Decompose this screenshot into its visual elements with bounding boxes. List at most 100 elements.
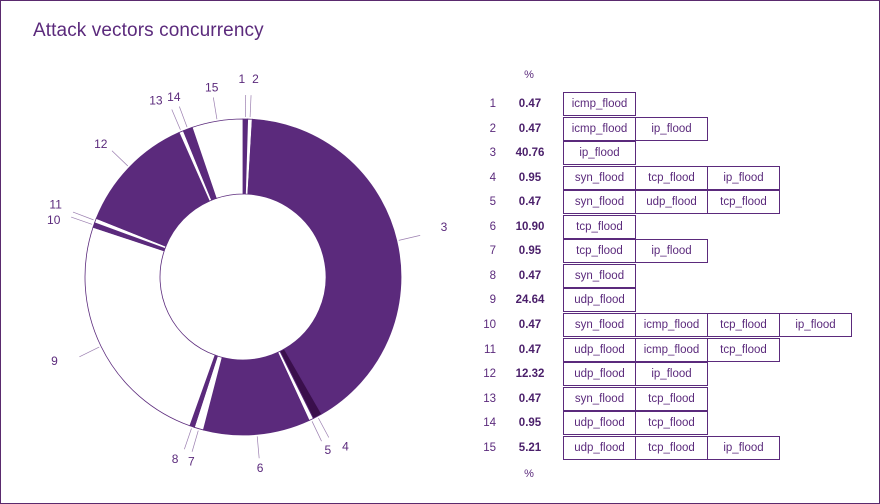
slice-label-2: 2	[252, 72, 259, 86]
vector-tag: tcp_flood	[635, 411, 708, 436]
slice-label-14: 14	[167, 90, 181, 104]
leader-line-15	[212, 97, 218, 120]
row-number: 15	[483, 441, 496, 454]
leader-line-4	[318, 417, 330, 438]
vector-tag: udp_flood	[563, 362, 636, 387]
vector-tags: udp_flood icmp_flood tcp_flood	[563, 337, 780, 362]
row-number: 10	[483, 318, 496, 331]
row-percent: 24.64	[515, 294, 545, 307]
slice-label-1: 1	[238, 72, 245, 86]
vector-tag: udp_flood	[635, 190, 708, 215]
row-percent: 40.76	[515, 147, 545, 160]
row-percent: 12.32	[515, 368, 545, 381]
slice-label-5: 5	[325, 443, 332, 457]
vector-tag: ip_flood	[707, 165, 780, 190]
vector-tag: syn_flood	[563, 165, 636, 190]
vector-tags: syn_flood tcp_flood ip_flood	[563, 165, 780, 190]
vector-tag: udp_flood	[563, 337, 636, 362]
vector-tags: syn_flood	[563, 263, 636, 288]
row-number: 7	[489, 245, 496, 258]
row-percent: 0.47	[518, 196, 542, 209]
row-number: 1	[489, 98, 496, 110]
leader-line-14	[179, 106, 188, 128]
row-percent: 0.95	[518, 171, 542, 184]
slice-label-7: 7	[188, 454, 195, 468]
leader-line-8	[184, 428, 192, 450]
vector-tag: tcp_flood	[635, 386, 708, 411]
slice-label-9: 9	[51, 354, 58, 368]
vector-tag: tcp_flood	[707, 337, 780, 362]
leader-line-7	[191, 430, 199, 452]
vector-tag: tcp_flood	[635, 435, 708, 460]
vector-tag: ip_flood	[635, 362, 708, 387]
leader-line-2	[249, 95, 252, 118]
slice-label-8: 8	[172, 452, 179, 466]
slice-label-15: 15	[205, 81, 219, 95]
vector-tag: ip_flood	[635, 239, 708, 264]
donut-slice-15	[191, 118, 244, 199]
row-number: 8	[489, 269, 496, 282]
vector-tag: icmp_flood	[563, 116, 636, 141]
row-number: 3	[489, 147, 496, 160]
vector-tag: syn_flood	[563, 312, 636, 337]
row-number: 2	[489, 122, 496, 135]
vector-tag: icmp_flood	[635, 337, 708, 362]
vector-tag: tcp_flood	[707, 190, 780, 215]
leader-line-3	[398, 235, 421, 241]
row-number: 12	[483, 368, 496, 381]
vector-tags: udp_flood tcp_flood	[563, 411, 708, 436]
row-number: 5	[489, 196, 496, 209]
vector-tag: ip_flood	[563, 141, 636, 166]
leader-line-13	[171, 109, 181, 130]
chart-title: Attack vectors concurrency	[33, 20, 264, 41]
vector-tag: icmp_flood	[635, 312, 708, 337]
percent-header-top: %	[524, 69, 534, 81]
slice-label-13: 13	[149, 93, 163, 107]
row-percent: 5.21	[518, 441, 542, 454]
row-percent: 0.95	[518, 245, 542, 258]
vector-tags: udp_flood tcp_flood ip_flood	[563, 435, 780, 460]
row-percent: 0.95	[518, 417, 542, 430]
vector-tag: ip_flood	[707, 435, 780, 460]
row-percent: 0.47	[518, 122, 542, 135]
vector-tag: syn_flood	[563, 190, 636, 215]
vector-tags: tcp_flood ip_flood	[563, 239, 708, 264]
vector-tag: udp_flood	[563, 288, 636, 313]
vector-tag: syn_flood	[563, 263, 636, 288]
vector-tag: tcp_flood	[635, 165, 708, 190]
row-number: 9	[489, 294, 496, 307]
vector-tags: syn_flood udp_flood tcp_flood	[563, 190, 780, 215]
vector-tag: tcp_flood	[563, 239, 636, 264]
vector-tag: syn_flood	[563, 386, 636, 411]
percent-header-bottom: %	[524, 468, 534, 480]
vector-tag: tcp_flood	[707, 312, 780, 337]
donut-slice-3	[247, 118, 402, 415]
row-percent: 0.47	[518, 318, 542, 331]
vector-tag: icmp_flood	[563, 92, 636, 116]
vector-tag: ip_flood	[635, 116, 708, 141]
leader-line-11	[72, 211, 94, 221]
vector-tags: icmp_flood ip_flood	[563, 116, 708, 141]
donut-slice-9	[84, 226, 216, 427]
vector-tag: udp_flood	[563, 411, 636, 436]
vector-tag: udp_flood	[563, 435, 636, 460]
slice-label-3: 3	[441, 220, 448, 234]
vector-tags: ip_flood	[563, 141, 636, 166]
leader-line-12	[111, 150, 129, 167]
row-number: 13	[483, 392, 496, 405]
vector-tags: udp_flood ip_flood	[563, 362, 708, 387]
slice-label-6: 6	[257, 461, 264, 475]
slice-label-4: 4	[342, 439, 349, 453]
slice-label-11: 11	[49, 197, 62, 211]
slice-label-12: 12	[94, 137, 108, 151]
row-number: 14	[483, 417, 496, 430]
row-number: 4	[489, 171, 496, 184]
row-percent: 0.47	[518, 269, 542, 282]
vector-tags: syn_flood icmp_flood tcp_flood ip_flood	[563, 312, 852, 337]
leader-line-9	[79, 346, 100, 358]
row-percent: 0.47	[518, 98, 542, 110]
vector-tags: syn_flood tcp_flood	[563, 386, 708, 411]
leader-line-6	[256, 436, 260, 459]
row-percent: 10.90	[515, 220, 545, 233]
